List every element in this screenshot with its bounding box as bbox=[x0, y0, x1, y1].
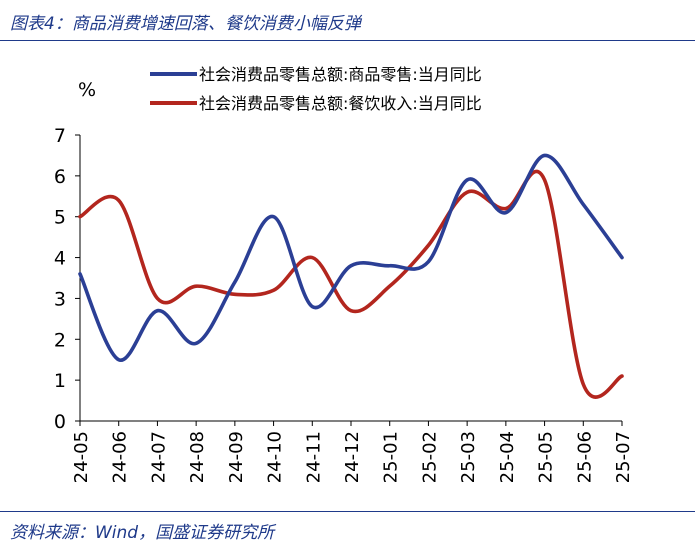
x-tick-label: 25-04 bbox=[497, 431, 518, 483]
line-chart: 社会消费品零售总额:商品零售:当月同比 社会消费品零售总额:餐饮收入:当月同比 … bbox=[54, 65, 634, 483]
series-line-goods bbox=[78, 153, 624, 362]
x-tick-label: 24-12 bbox=[342, 431, 363, 483]
series-lines bbox=[78, 153, 624, 399]
axes: 0 1 2 3 4 5 6 7 24-05 24-06 24-07 24-08 24-09 24-10 24… bbox=[54, 125, 634, 483]
x-tick-label: 25-06 bbox=[574, 431, 595, 483]
y-tick-label: 2 bbox=[54, 329, 66, 351]
x-tick-label: 24-08 bbox=[187, 431, 208, 483]
y-tick-label: 6 bbox=[54, 166, 66, 188]
figure-title: 图表4：商品消费增速回落、餐饮消费小幅反弹 bbox=[10, 14, 361, 34]
x-tick-label: 25-02 bbox=[419, 431, 440, 483]
legend-label-catering: 社会消费品零售总额:餐饮收入:当月同比 bbox=[199, 94, 482, 113]
x-tick-label: 24-07 bbox=[148, 431, 169, 483]
x-tick-label: 25-07 bbox=[613, 431, 634, 483]
footer-divider bbox=[0, 511, 695, 512]
x-tick-label: 25-05 bbox=[536, 431, 557, 483]
y-tick-label: 0 bbox=[54, 411, 66, 433]
x-tick-label: 24-06 bbox=[110, 431, 131, 483]
title-divider bbox=[0, 40, 695, 41]
x-tick-label: 25-03 bbox=[458, 431, 479, 483]
y-tick-label: 1 bbox=[54, 370, 66, 392]
x-tick-label: 24-05 bbox=[71, 431, 92, 483]
legend: 社会消费品零售总额:商品零售:当月同比 社会消费品零售总额:餐饮收入:当月同比 bbox=[150, 65, 482, 113]
x-tick-label: 24-09 bbox=[226, 431, 247, 483]
y-tick-label: 7 bbox=[54, 125, 66, 147]
x-tick-label: 24-11 bbox=[303, 431, 324, 483]
source-note: 资料来源：Wind，国盛证券研究所 bbox=[10, 523, 275, 543]
series-line-catering bbox=[78, 169, 624, 399]
x-tick-label: 24-10 bbox=[265, 431, 286, 483]
y-tick-label: 4 bbox=[54, 248, 66, 270]
legend-label-goods: 社会消费品零售总额:商品零售:当月同比 bbox=[199, 65, 482, 84]
y-tick-label: 5 bbox=[54, 207, 66, 229]
x-tick-label: 25-01 bbox=[381, 431, 402, 483]
y-tick-label: 3 bbox=[54, 288, 66, 310]
y-axis-unit: % bbox=[78, 79, 96, 101]
